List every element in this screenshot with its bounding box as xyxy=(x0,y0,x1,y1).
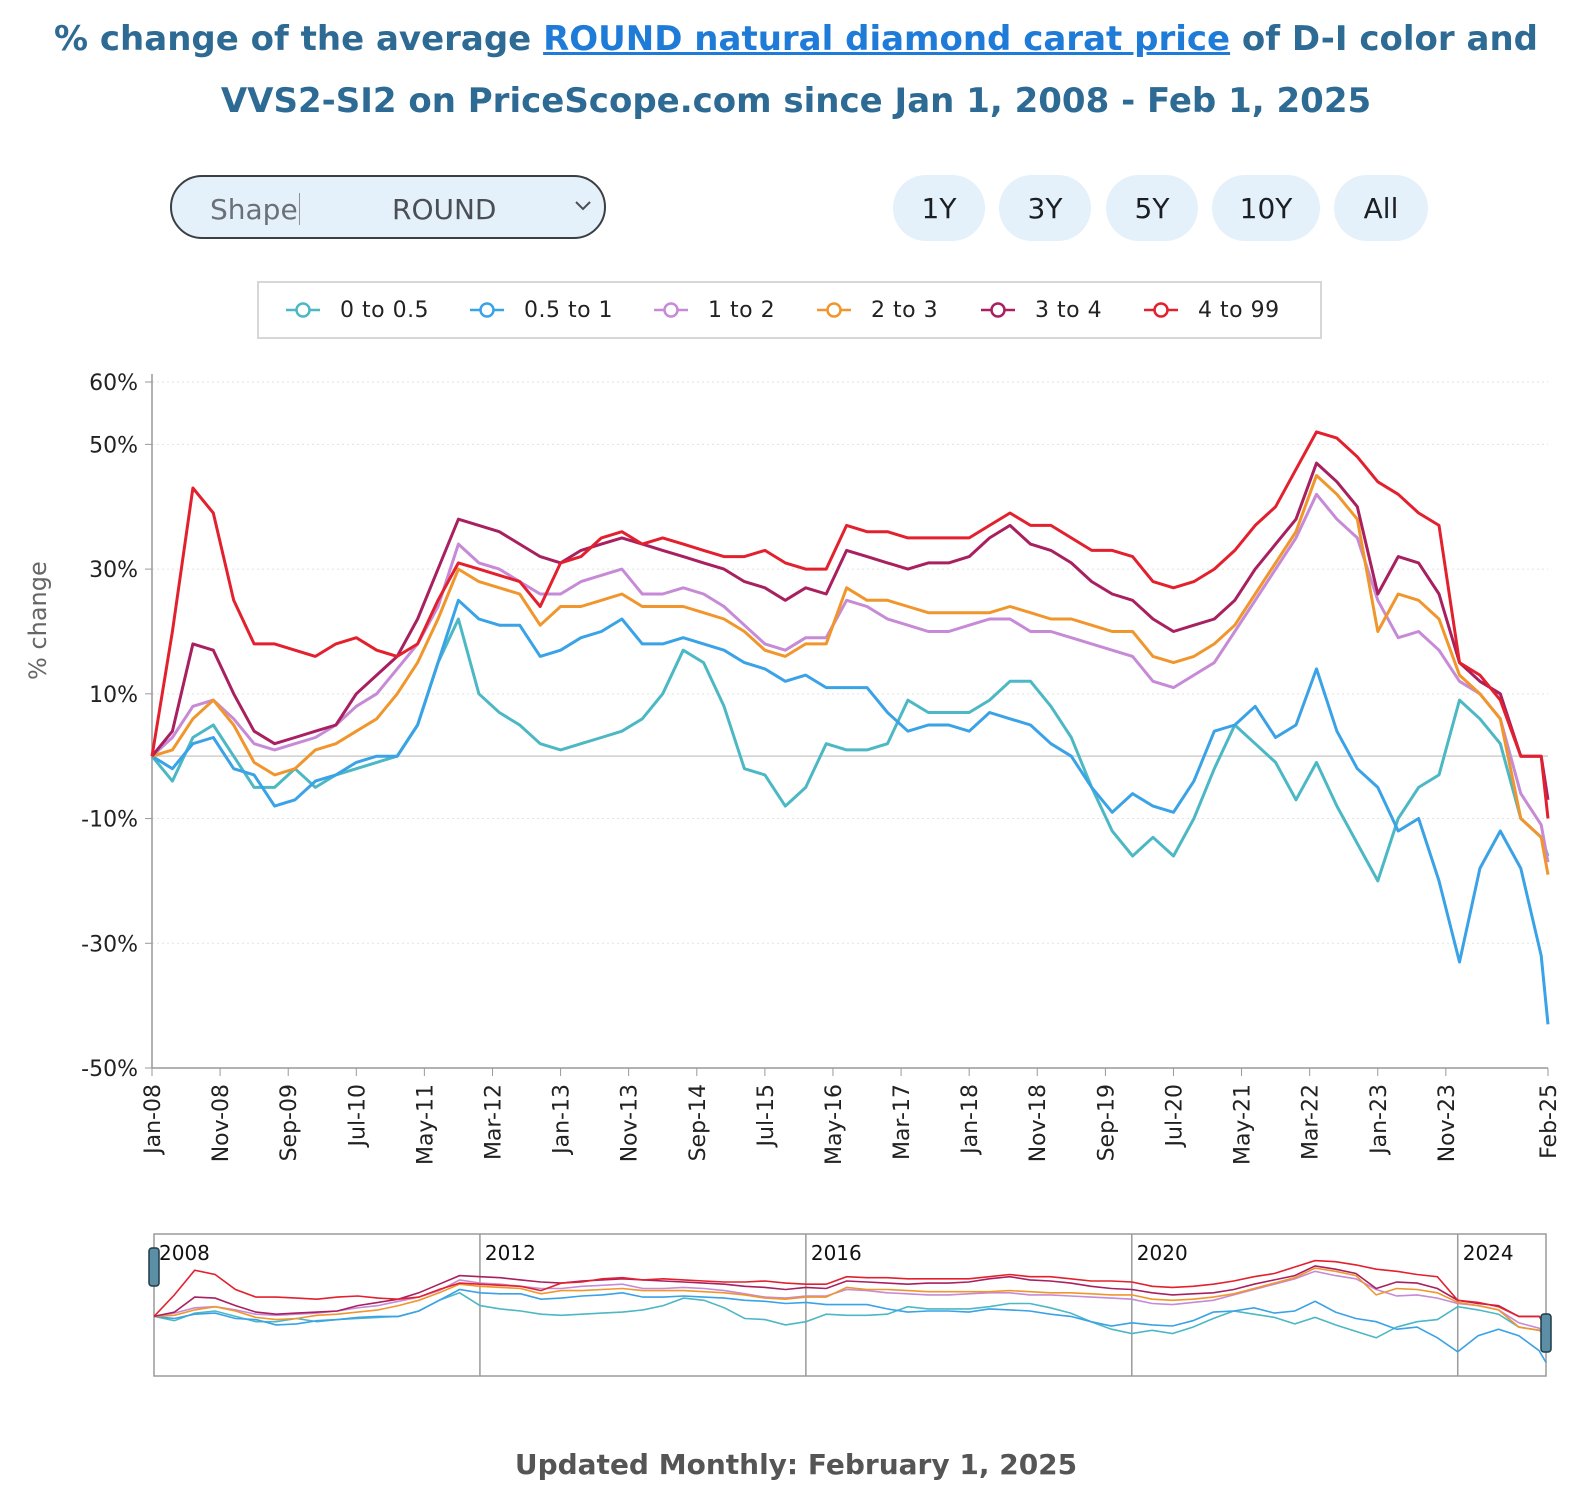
title-suffix: of D-I color and VVS2-SI2 on PriceScope.… xyxy=(220,19,1538,121)
navigator-year-label: 2020 xyxy=(1137,1241,1188,1265)
chevron-down-icon xyxy=(574,191,592,219)
x-tick-label: May-16 xyxy=(822,1084,847,1165)
y-tick-label: -50% xyxy=(81,1057,138,1082)
shape-separator xyxy=(299,193,300,225)
main-chart: 60% 50% 30% 10% -10% -30% -50%Jan-08 Nov-08 Sep-… xyxy=(81,371,1562,1165)
navigator-year-label: 2016 xyxy=(811,1241,862,1265)
shape-select[interactable]: Shape ROUND xyxy=(170,175,606,239)
legend-marker-icon xyxy=(1144,302,1178,318)
y-tick-label: 30% xyxy=(89,558,138,583)
x-tick-label: Jul-10 xyxy=(345,1084,370,1148)
shape-value: ROUND xyxy=(392,193,497,226)
legend-item-0.5-to-1[interactable]: 0.5 to 1 xyxy=(470,283,613,337)
updated-note: Updated Monthly: February 1, 2025 xyxy=(514,1448,1078,1481)
navigator-series-1-to-2 xyxy=(153,1270,1547,1336)
navigator-year-label: 2008 xyxy=(159,1241,210,1265)
navigator-handle-left[interactable] xyxy=(148,1247,160,1287)
x-tick-label: Mar-12 xyxy=(482,1084,507,1160)
chart-legend: 0 to 0.5 0.5 to 1 1 to 2 2 to 3 3 to 4 4… xyxy=(257,281,1322,339)
series-line-0-to-0.5 xyxy=(150,617,1550,883)
x-tick-label: Mar-17 xyxy=(890,1084,915,1160)
title-prefix: % change of the average xyxy=(53,19,544,59)
navigator-series-0.5-to-1 xyxy=(153,1288,1547,1363)
navigator-year-label: 2024 xyxy=(1463,1241,1514,1265)
legend-item-1-to-2[interactable]: 1 to 2 xyxy=(654,283,775,337)
x-tick-label: Sep-19 xyxy=(1094,1084,1119,1161)
legend-marker-icon xyxy=(286,302,320,318)
chart-title: % change of the average ROUND natural di… xyxy=(30,8,1562,132)
title-link[interactable]: ROUND natural diamond carat price xyxy=(543,19,1231,59)
x-tick-label: Jul-15 xyxy=(754,1084,779,1148)
legend-item-2-to-3[interactable]: 2 to 3 xyxy=(817,283,938,337)
x-tick-label: Sep-09 xyxy=(277,1084,302,1161)
navigator-series-3-to-4 xyxy=(153,1265,1547,1325)
range-button-3y[interactable]: 3Y xyxy=(999,175,1091,241)
x-tick-label: Jul-20 xyxy=(1162,1084,1187,1148)
x-tick-label: Nov-08 xyxy=(209,1084,234,1162)
x-tick-label: Nov-13 xyxy=(618,1084,643,1162)
series-line-4-to-99 xyxy=(150,430,1550,819)
legend-label: 0 to 0.5 xyxy=(340,297,430,323)
x-tick-label: Sep-14 xyxy=(686,1084,711,1161)
series-line-2-to-3 xyxy=(151,474,1550,875)
range-button-all[interactable]: All xyxy=(1334,175,1428,241)
x-tick-label: Jan-18 xyxy=(958,1084,983,1156)
series-line-1-to-2 xyxy=(150,492,1550,863)
x-tick-label: May-21 xyxy=(1231,1084,1256,1165)
legend-marker-icon xyxy=(654,302,688,318)
navigator-chart[interactable]: 2008 2012 2016 2020 2024 xyxy=(0,1230,1592,1430)
legend-item-4-to-99[interactable]: 4 to 99 xyxy=(1144,283,1280,337)
shape-label: Shape xyxy=(210,193,298,226)
legend-item-0-to-0.5[interactable]: 0 to 0.5 xyxy=(286,283,429,337)
range-button-10y[interactable]: 10Y xyxy=(1212,175,1320,241)
legend-item-3-to-4[interactable]: 3 to 4 xyxy=(981,283,1102,337)
range-button-5y[interactable]: 5Y xyxy=(1106,175,1198,241)
legend-label: 4 to 99 xyxy=(1198,297,1280,323)
x-tick-label: Feb-25 xyxy=(1537,1084,1562,1159)
y-tick-label: 60% xyxy=(89,371,138,396)
legend-label: 2 to 3 xyxy=(871,297,939,323)
legend-marker-icon xyxy=(470,302,504,318)
y-tick-label: 10% xyxy=(89,683,138,708)
legend-marker-icon xyxy=(817,302,851,318)
range-button-1y[interactable]: 1Y xyxy=(893,175,985,241)
x-tick-label: May-11 xyxy=(413,1084,438,1165)
y-tick-label: 50% xyxy=(89,433,138,458)
legend-marker-icon xyxy=(981,302,1015,318)
navigator-series-2-to-3 xyxy=(153,1267,1547,1338)
y-tick-label: -10% xyxy=(81,808,138,833)
x-tick-label: Nov-18 xyxy=(1026,1084,1051,1162)
x-tick-label: Jan-08 xyxy=(141,1084,166,1156)
series-line-0.5-to-1 xyxy=(151,598,1550,1025)
legend-label: 0.5 to 1 xyxy=(524,297,614,323)
series-line-3-to-4 xyxy=(150,461,1550,801)
x-tick-label: Mar-22 xyxy=(1299,1084,1324,1160)
legend-label: 1 to 2 xyxy=(708,297,776,323)
navigator-year-label: 2012 xyxy=(485,1241,536,1265)
navigator-handle-right[interactable] xyxy=(1540,1313,1552,1353)
navigator-series-4-to-99 xyxy=(153,1259,1547,1328)
x-tick-label: Jan-13 xyxy=(550,1084,575,1156)
legend-label: 3 to 4 xyxy=(1035,297,1103,323)
x-tick-label: Jan-23 xyxy=(1367,1084,1392,1156)
x-tick-label: Nov-23 xyxy=(1435,1084,1460,1162)
y-tick-label: -30% xyxy=(81,932,138,957)
